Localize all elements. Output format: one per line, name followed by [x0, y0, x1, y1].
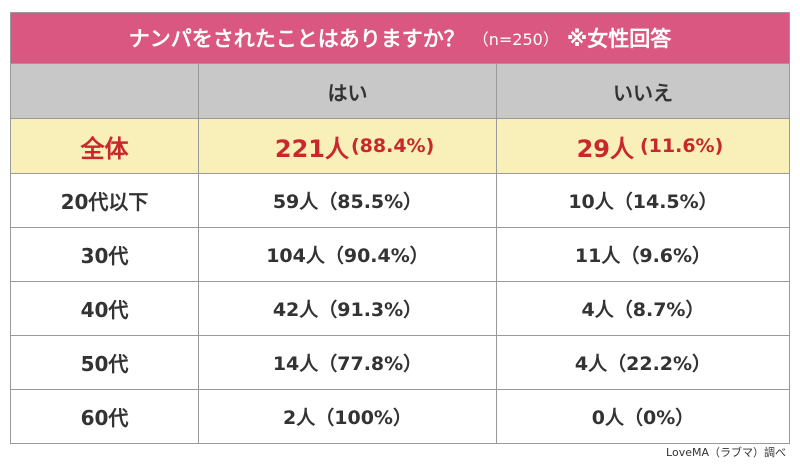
total-row: 全体 221人 (88.4%) 29人 (11.6%) [11, 119, 789, 174]
no-cell: 11人（9.6%） [497, 228, 789, 281]
yes-count: 221人 [274, 134, 349, 163]
no-count: 29人 [576, 134, 634, 163]
header-yes: はい [199, 64, 497, 118]
yes-value: 42人（91.3%） [272, 299, 423, 321]
table-row: 50代 14人（77.8%） 4人（22.2%） [11, 336, 789, 390]
title-question: ナンパをされたことはありますか？ [128, 27, 465, 51]
table-title: ナンパをされたことはありますか？ （n=250） ※女性回答 [11, 13, 789, 64]
title-sample-size: （n=250） [472, 30, 559, 49]
yes-cell: 42人（91.3%） [199, 282, 497, 335]
yes-cell: 221人 (88.4%) [199, 119, 497, 173]
table-row: 40代 42人（91.3%） 4人（8.7%） [11, 282, 789, 336]
yes-cell: 2人（100%） [199, 390, 497, 443]
header-row: はい いいえ [11, 64, 789, 119]
yes-value: 104人（90.4%） [266, 245, 429, 267]
row-label: 20代以下 [11, 174, 199, 227]
survey-table: ナンパをされたことはありますか？ （n=250） ※女性回答 はい いいえ 全体… [10, 12, 790, 444]
yes-value: 59人（85.5%） [272, 191, 423, 213]
row-label: 全体 [11, 119, 199, 173]
table-row: 20代以下 59人（85.5%） 10人（14.5%） [11, 174, 789, 228]
row-label: 40代 [11, 282, 199, 335]
yes-cell: 59人（85.5%） [199, 174, 497, 227]
no-cell: 0人（0%） [497, 390, 789, 443]
title-note: ※女性回答 [566, 27, 672, 51]
row-label: 50代 [11, 336, 199, 389]
no-pct: (11.6%) [640, 135, 724, 157]
row-label: 30代 [11, 228, 199, 281]
yes-value: 2人（100%） [283, 407, 412, 429]
no-value: 11人（9.6%） [574, 245, 712, 267]
no-cell: 29人 (11.6%) [497, 119, 789, 173]
no-value: 10人（14.5%） [568, 191, 718, 213]
header-blank [11, 64, 199, 118]
source-credit: LoveMA（ラブマ）調べ [666, 446, 786, 459]
no-value: 4人（22.2%） [574, 353, 712, 375]
no-cell: 10人（14.5%） [497, 174, 789, 227]
yes-pct: (88.4%) [351, 135, 435, 157]
no-cell: 4人（22.2%） [497, 336, 789, 389]
table-row: 30代 104人（90.4%） 11人（9.6%） [11, 228, 789, 282]
yes-value: 14人（77.8%） [272, 353, 423, 375]
yes-cell: 14人（77.8%） [199, 336, 497, 389]
no-value: 0人（0%） [591, 407, 695, 429]
no-value: 4人（8.7%） [581, 299, 705, 321]
table-row: 60代 2人（100%） 0人（0%） [11, 390, 789, 443]
no-cell: 4人（8.7%） [497, 282, 789, 335]
header-no: いいえ [613, 80, 673, 105]
row-label: 60代 [11, 390, 199, 443]
yes-cell: 104人（90.4%） [199, 228, 497, 281]
